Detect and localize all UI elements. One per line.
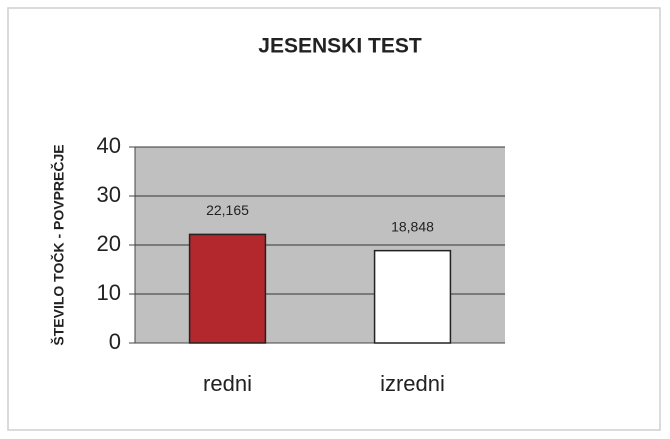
value-label: 18,848 [391,218,434,234]
bar [373,249,452,344]
y-tick-label: 0 [109,329,121,354]
y-tick-label: 40 [97,133,121,158]
y-tick-label: 30 [97,182,121,207]
y-tick-label: 10 [97,280,121,305]
y-axis-label: ŠTEVILO TOČK - POVPREČJE [50,144,67,345]
x-tick-label: redni [203,371,252,396]
y-tick-label: 20 [97,231,121,256]
value-label: 22,165 [206,202,249,218]
bar [188,233,267,344]
chart-title: JESENSKI TEST [258,35,422,58]
x-tick-label: izredni [380,371,445,396]
